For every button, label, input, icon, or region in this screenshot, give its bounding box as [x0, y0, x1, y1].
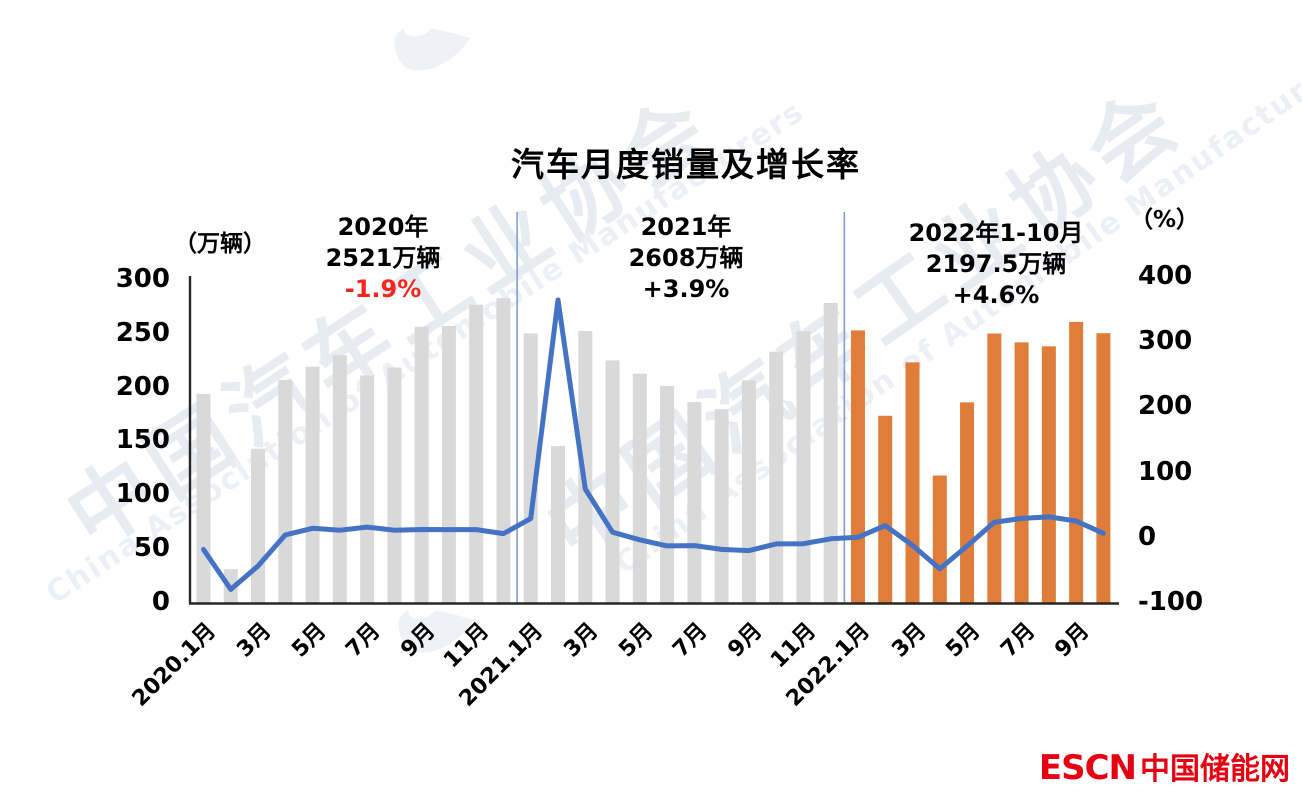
chart-title: 汽车月度销量及增长率 [511, 145, 861, 184]
annotation-growth: -1.9% [344, 275, 422, 303]
bar-2022.6月 [987, 333, 1002, 603]
bar-2022.8月 [1041, 346, 1056, 603]
right-tick-100: 100 [1138, 456, 1193, 487]
left-tick-150: 150 [115, 425, 170, 456]
right-axis-unit: （%） [1130, 207, 1200, 233]
bar-2021.6月 [660, 385, 675, 603]
bar-2020.1月 [196, 393, 211, 603]
left-tick-300: 300 [115, 264, 170, 294]
left-axis-unit: （万辆） [174, 231, 266, 257]
bar-2021.7月 [687, 402, 702, 603]
annotation-2021: 2021年 2608万辆 +3.9% [586, 212, 786, 305]
bar-2022.3月 [905, 362, 920, 603]
annotation-total: 2608万辆 [628, 244, 744, 272]
annotation-year: 2022年1-10月 [908, 219, 1084, 247]
annotation-total: 2197.5万辆 [925, 250, 1067, 278]
bar-2020.8月 [387, 367, 402, 603]
bar-2020.9月 [414, 326, 429, 603]
bar-2020.4月 [278, 379, 293, 603]
bar-2021.8月 [714, 409, 729, 603]
right-tick-300: 300 [1138, 326, 1193, 357]
bar-2021.2月 [551, 446, 566, 603]
left-tick-200: 200 [115, 371, 170, 402]
annotation-2022: 2022年1-10月 2197.5万辆 +4.6% [872, 218, 1120, 311]
bar-2022.9月 [1069, 321, 1084, 603]
bar-2021.1月 [523, 333, 538, 603]
annotation-year: 2021年 [640, 213, 732, 241]
annotation-2020: 2020年 2521万辆 -1.9% [278, 212, 488, 305]
bar-2020.7月 [360, 375, 375, 603]
bar-2021.11月 [796, 331, 811, 603]
right-tick-400: 400 [1138, 261, 1193, 291]
bar-2021.4月 [605, 360, 620, 603]
bar-2021.3月 [578, 330, 593, 603]
bar-2021.9月 [741, 380, 756, 603]
bar-2020.10月 [441, 325, 456, 603]
bar-2020.11月 [469, 304, 484, 603]
bar-2022.5月 [960, 402, 975, 603]
annotation-year: 2020年 [337, 213, 429, 241]
bar-2022.1月 [850, 330, 865, 603]
annotation-total: 2521万辆 [325, 244, 441, 272]
left-tick-250: 250 [115, 317, 170, 348]
escn-logo: ESCN 中国储能网 [1039, 744, 1290, 788]
escn-logo-en: ESCN [1038, 748, 1137, 788]
bar-2021.10月 [769, 351, 784, 603]
bar-2022.7月 [1014, 342, 1029, 603]
bar-2020.12月 [496, 298, 511, 603]
left-tick-50: 50 [133, 532, 170, 563]
bar-2021.5月 [632, 373, 647, 603]
left-tick-0: 0 [151, 586, 170, 617]
escn-logo-zh: 中国储能网 [1140, 752, 1290, 787]
bar-2021.12月 [823, 303, 838, 603]
right-tick-0: 0 [1138, 521, 1157, 552]
bar-2022.2月 [878, 415, 893, 603]
right-tick--100: -100 [1138, 587, 1204, 617]
growth-rate-line [201, 297, 1106, 592]
bar-2020.5月 [305, 366, 320, 603]
bar-2022.4月 [932, 475, 947, 603]
bar-2020.6月 [332, 355, 347, 603]
right-tick-200: 200 [1138, 391, 1193, 422]
left-tick-100: 100 [115, 479, 170, 509]
bar-2022.10月 [1096, 333, 1111, 603]
annotation-growth: +4.6% [952, 281, 1040, 309]
bar-2020.3月 [251, 448, 266, 603]
annotation-growth: +3.9% [642, 275, 730, 303]
